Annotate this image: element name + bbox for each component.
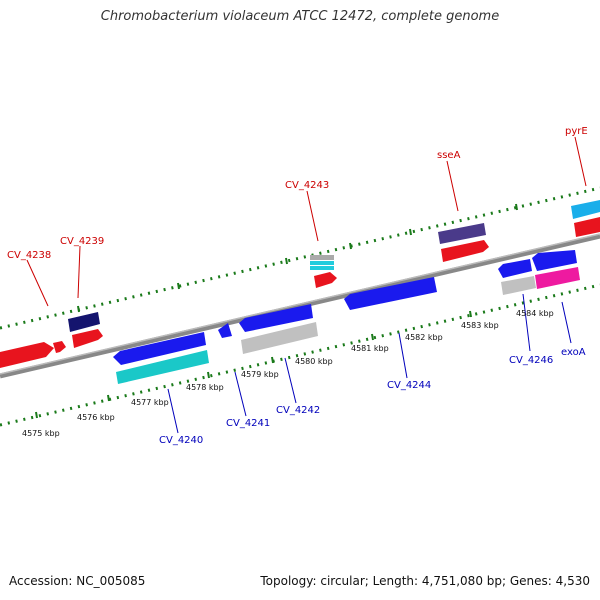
kbp-label: 4576 kbp bbox=[77, 413, 115, 422]
gene-pyre-product[interactable] bbox=[571, 200, 600, 219]
kbp-label: 4580 kbp bbox=[295, 357, 333, 366]
gene-ssea-product[interactable] bbox=[438, 223, 486, 244]
kbp-label: 4581 kbp bbox=[351, 344, 389, 353]
map-title: Chromobacterium violaceum ATCC 12472, co… bbox=[100, 9, 500, 24]
label-pyre: pyrE bbox=[565, 126, 588, 137]
gene-cv4240[interactable] bbox=[113, 332, 206, 365]
label-cv4238: CV_4238 bbox=[7, 250, 51, 261]
lower-major-ticks bbox=[35, 310, 472, 419]
gene-cv4243[interactable] bbox=[314, 272, 337, 288]
gene-cv4244[interactable] bbox=[344, 277, 437, 310]
label-cv4240: CV_4240 bbox=[159, 435, 203, 446]
gene-cv4242-product[interactable] bbox=[241, 322, 318, 354]
kbp-label: 4578 kbp bbox=[186, 383, 224, 392]
gene-cv4246-product[interactable] bbox=[501, 276, 536, 295]
kbp-label: 4582 kbp bbox=[405, 333, 443, 342]
kbp-label: 4575 kbp bbox=[22, 429, 60, 438]
genome-summary-text: Topology: circular; Length: 4,751,080 bp… bbox=[260, 574, 590, 588]
forward-label-leaders bbox=[26, 136, 587, 307]
label-cv4246: CV_4246 bbox=[509, 355, 553, 366]
gene-exoa[interactable] bbox=[532, 250, 577, 271]
label-cv4241: CV_4241 bbox=[226, 418, 270, 429]
genome-backbone bbox=[0, 233, 600, 379]
reverse-label-leaders bbox=[167, 293, 572, 434]
accession-text: Accession: NC_005085 bbox=[9, 574, 146, 588]
gene-cv4242[interactable] bbox=[239, 304, 313, 332]
gene-cv4239[interactable] bbox=[72, 329, 103, 348]
gene-exoa-product[interactable] bbox=[535, 267, 580, 289]
kbp-label: 4583 kbp bbox=[461, 321, 499, 330]
kbp-label: 4584 kbp bbox=[516, 309, 554, 318]
label-cv4243: CV_4243 bbox=[285, 180, 329, 191]
gene-small-red[interactable] bbox=[53, 341, 66, 353]
label-ssea: sseA bbox=[437, 150, 461, 161]
gene-cv4246[interactable] bbox=[498, 259, 532, 278]
label-cv4242: CV_4242 bbox=[276, 405, 320, 416]
upper-tick-track bbox=[0, 186, 600, 330]
gene-cv4241[interactable] bbox=[218, 323, 232, 338]
upper-major-ticks bbox=[77, 203, 518, 313]
label-cv4244: CV_4244 bbox=[387, 380, 431, 391]
gene-cv4238[interactable] bbox=[0, 342, 54, 368]
gene-cv4239-product[interactable] bbox=[68, 312, 100, 332]
label-cv4239: CV_4239 bbox=[60, 236, 104, 247]
kbp-label: 4579 kbp bbox=[241, 370, 279, 379]
gene-ssea[interactable] bbox=[441, 240, 489, 262]
kbp-label: 4577 kbp bbox=[131, 398, 169, 407]
lower-tick-track bbox=[0, 283, 600, 427]
label-exoa: exoA bbox=[561, 347, 586, 358]
gene-cv4240-product[interactable] bbox=[116, 350, 209, 384]
gene-pyre[interactable] bbox=[574, 217, 600, 237]
